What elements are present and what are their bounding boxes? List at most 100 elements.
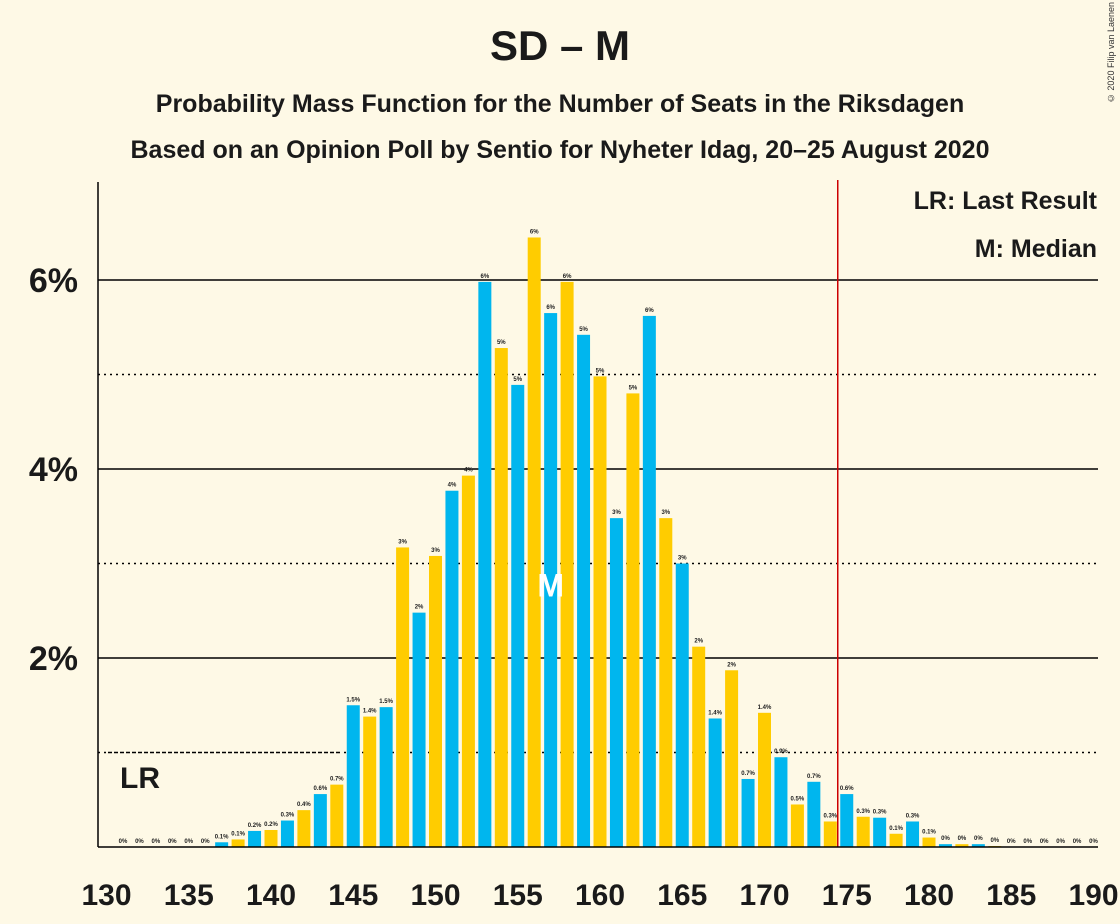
x-tick-label: 170 [739,879,789,912]
bar-label: 5% [629,385,638,391]
y-tick-label: 2% [29,640,78,678]
bar-label: 0% [1023,839,1032,845]
bar-seat-154 [494,348,508,847]
bar-label: 0.6% [314,786,328,792]
bar-label: 6% [530,229,539,235]
bar-label: 5% [513,377,522,383]
bar-seat-175 [840,794,854,847]
x-tick-label: 160 [575,879,625,912]
bar-seat-179 [906,821,920,847]
bar-seat-145 [346,705,360,847]
bar-label: 0% [1007,839,1016,845]
bar-label: 1.4% [758,705,772,711]
bar-seat-147 [379,707,393,847]
bar-seat-183 [971,844,985,847]
bar-label: 0.4% [297,802,311,808]
bar-label: 5% [579,327,588,333]
bar-label: 0.7% [741,771,755,777]
bar-label: 2% [727,662,736,668]
x-tick-label: 185 [986,879,1036,912]
bar-seat-178 [889,833,903,847]
x-tick-label: 180 [904,879,954,912]
bar-label: 0.1% [231,831,245,837]
bar-seat-173 [807,781,821,847]
legend-last-result: LR: Last Result [914,187,1098,215]
bar-label: 3% [661,510,670,516]
bar-label: 0.2% [264,822,278,828]
bars-group [215,237,1002,848]
bar-label: 2% [415,605,424,611]
bar-seat-171 [774,757,788,847]
bar-seat-172 [790,804,804,847]
bar-seat-169 [741,778,755,847]
bar-seat-140 [264,829,278,847]
bar-seat-182 [955,844,969,847]
bar-seat-149 [412,612,426,847]
bar-label: 6% [645,308,654,314]
bar-label: 0% [958,836,967,842]
bar-label: 0.3% [856,809,870,815]
median-marker: M [537,568,564,604]
bar-seat-142 [297,810,311,847]
bar-seat-167 [708,718,722,847]
chart-source-subtitle: Based on an Opinion Poll by Sentio for N… [130,136,990,164]
bar-seat-160 [593,376,607,847]
bar-seat-168 [725,670,739,847]
bar-label: 1.5% [346,697,360,703]
bar-label: 6% [563,274,572,280]
bar-seat-174 [823,821,837,847]
bar-seat-143 [313,794,327,847]
bar-label: 3% [398,539,407,545]
bar-label: 6% [546,305,555,311]
bar-label: 1.5% [379,699,393,705]
bar-label: 1.4% [708,710,722,716]
bar-seat-138 [231,839,245,847]
bar-label: 5% [497,340,506,346]
bar-label: 0% [941,836,950,842]
bar-label: 0% [135,839,144,845]
x-tick-label: 130 [81,879,131,912]
bar-seat-151 [445,490,459,847]
bar-label: 0.7% [807,774,821,780]
bar-seat-162 [626,393,640,847]
x-tick-label: 135 [164,879,214,912]
bar-label: 5% [596,368,605,374]
bar-label: 2% [694,639,703,645]
bar-label: 0.3% [823,813,837,819]
bar-labels-group: 0% 0% 0% 0% 0% 0%0.1% 0.1%0.2% 0.2%0.3%0.4%0.6%… [119,180,1099,847]
bar-label: 0.1% [922,830,936,836]
bar-label: 4% [448,483,457,489]
bar-seat-144 [330,784,344,847]
bar-label: 0% [1056,839,1065,845]
bar-seat-159 [577,334,591,847]
bar-label: 3% [678,556,687,562]
bar-label: 3% [431,548,440,554]
last-result-marker: LR [120,762,160,795]
bar-label: 3% [612,510,621,516]
bar-seat-166 [692,646,706,847]
bar-seat-153 [478,281,492,847]
bar-seat-157 [544,313,558,847]
y-tick-label: 6% [29,262,78,300]
bar-label: 0% [990,838,999,844]
bar-label: 0% [152,839,161,845]
legend-median: M: Median [975,235,1097,263]
chart-subtitle: Probability Mass Function for the Number… [155,90,965,118]
bar-label: 0.3% [906,813,920,819]
bar-label: 0.5% [791,796,805,802]
bar-label: 0% [201,839,210,845]
bar-seat-181 [938,844,952,847]
x-tick-label: 190 [1068,879,1118,912]
bar-label: 4% [464,468,473,474]
x-tick-label: 140 [246,879,296,912]
bar-seat-165 [675,563,689,847]
x-tick-label: 165 [657,879,707,912]
bar-seat-170 [758,712,771,847]
bar-label: 0% [184,839,193,845]
bar-label: 0% [1040,839,1049,845]
x-tick-label: 175 [822,879,872,912]
bar-seat-152 [461,475,475,847]
bar-label: 0.9% [774,749,788,755]
bar-seat-139 [248,830,262,847]
